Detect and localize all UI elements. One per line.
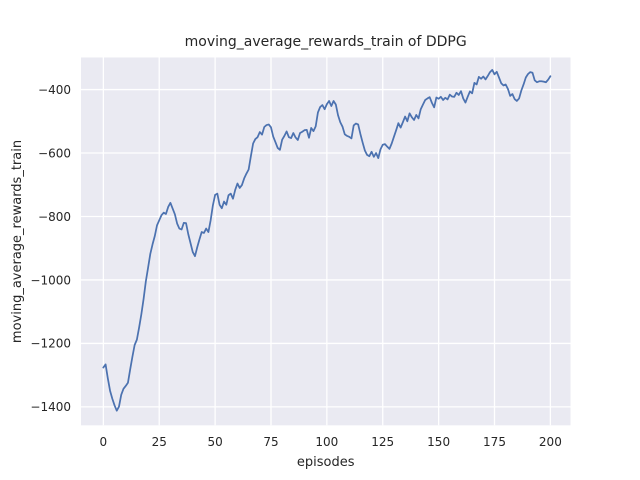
x-tick-label: 125 <box>371 435 394 449</box>
y-tick-label: −1400 <box>30 400 71 414</box>
x-axis-label: episodes <box>297 455 355 470</box>
grid-lines <box>81 57 571 426</box>
x-tick-label: 150 <box>427 435 450 449</box>
x-tick-labels: 0 25 50 75 100 125 150 175 200 <box>100 435 562 449</box>
x-tick-label: 200 <box>539 435 562 449</box>
y-tick-labels: −400 −600 −800 −1000 −1200 −1400 <box>30 83 71 414</box>
x-tick-label: 25 <box>152 435 167 449</box>
x-tick-label: 50 <box>207 435 222 449</box>
plot-area <box>81 57 571 426</box>
x-tick-label: 75 <box>263 435 278 449</box>
y-tick-label: −400 <box>38 83 71 97</box>
data-line-ddpg-rewards <box>102 69 552 412</box>
chart-title: moving_average_rewards_train of DDPG <box>185 34 467 50</box>
x-tick-label: 0 <box>100 435 108 449</box>
y-tick-label: −1000 <box>30 273 71 287</box>
x-tick-label: 100 <box>315 435 338 449</box>
y-tick-label: −600 <box>38 146 71 160</box>
x-tick-label: 175 <box>483 435 506 449</box>
y-tick-label: −1200 <box>30 337 71 351</box>
y-tick-label: −800 <box>38 210 71 224</box>
y-axis-label: moving_average_rewards_train <box>10 140 25 343</box>
